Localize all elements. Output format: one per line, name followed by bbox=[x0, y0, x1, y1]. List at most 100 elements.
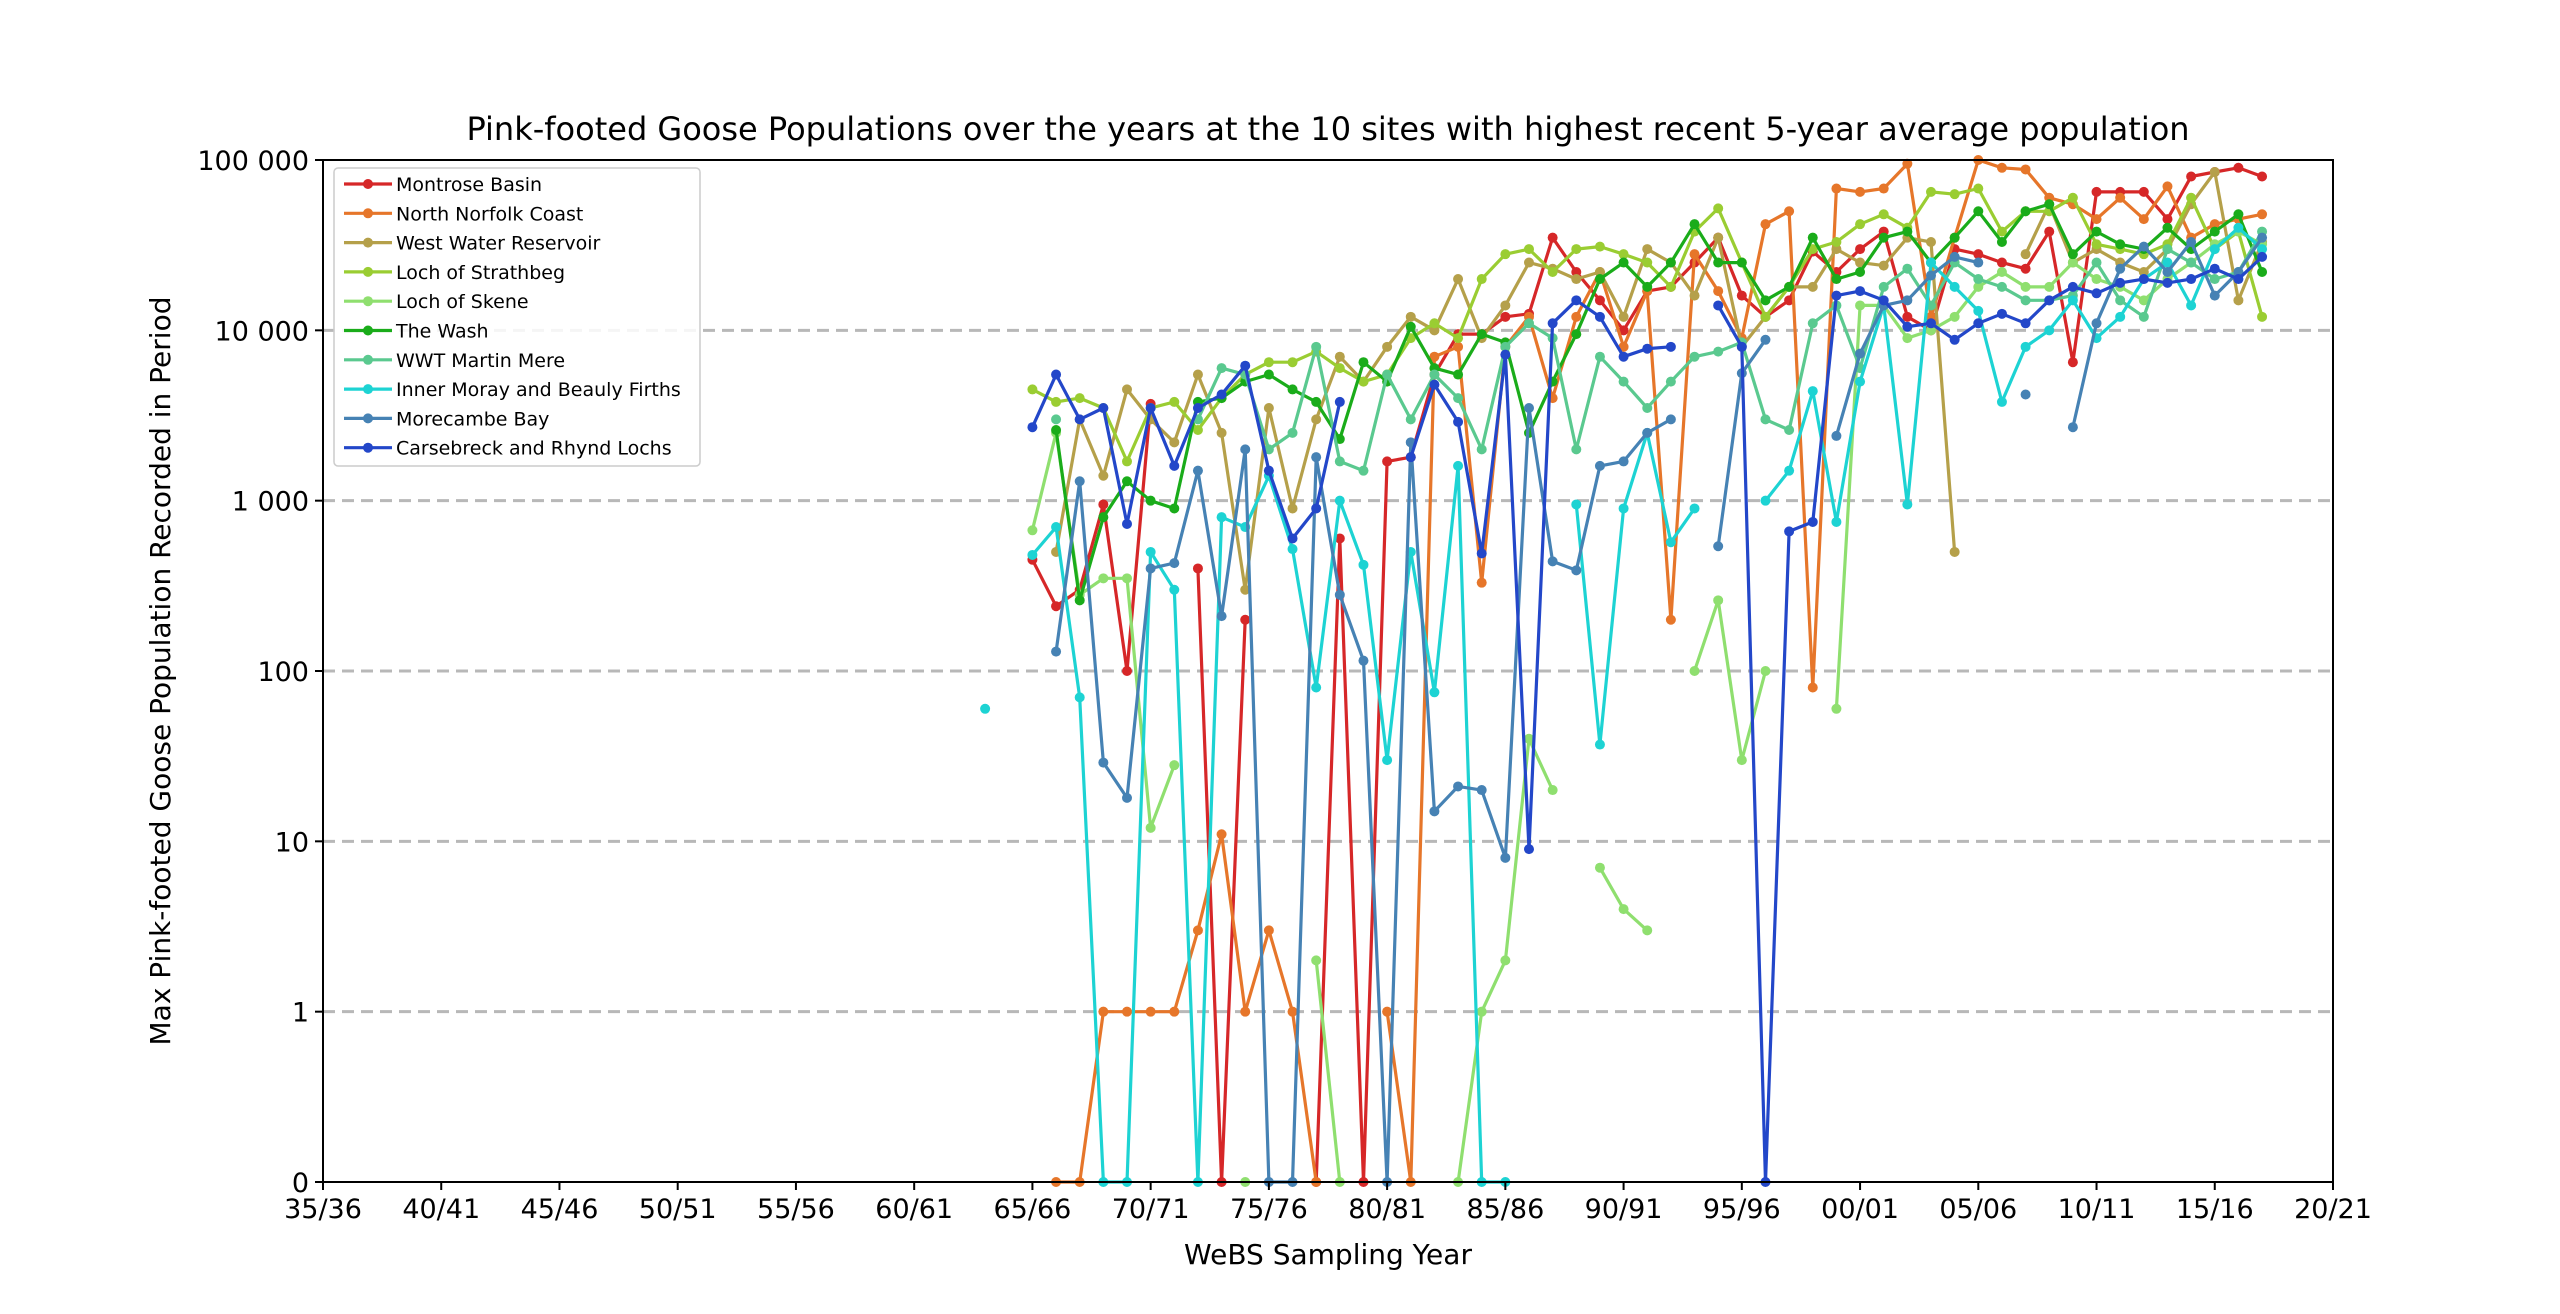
data-point bbox=[1122, 518, 1132, 529]
data-point bbox=[2067, 249, 2078, 260]
data-point bbox=[1547, 267, 1558, 278]
data-point bbox=[1382, 369, 1393, 380]
data-point bbox=[1240, 614, 1251, 625]
legend-label: Loch of Skene bbox=[396, 291, 529, 313]
data-point bbox=[2162, 222, 2173, 233]
data-point bbox=[1382, 341, 1393, 352]
data-point bbox=[1311, 396, 1322, 407]
data-point bbox=[2257, 311, 2268, 322]
data-point bbox=[1618, 904, 1629, 915]
data-point bbox=[1902, 321, 1913, 332]
data-point bbox=[2067, 422, 2078, 433]
data-point bbox=[1547, 318, 1558, 329]
data-point bbox=[1784, 424, 1795, 435]
data-point bbox=[1334, 396, 1345, 407]
data-point bbox=[2020, 318, 2031, 329]
data-point bbox=[1287, 384, 1298, 395]
data-point bbox=[1263, 465, 1274, 476]
data-point bbox=[2091, 274, 2102, 285]
data-point bbox=[1027, 525, 1038, 536]
series-line bbox=[1054, 202, 2264, 602]
y-tick-label: 1 000 bbox=[232, 487, 309, 518]
data-point bbox=[2091, 318, 2102, 329]
data-point bbox=[1192, 925, 1203, 936]
data-point bbox=[2091, 239, 2102, 250]
data-point bbox=[1689, 503, 1700, 514]
data-point bbox=[980, 703, 991, 714]
data-point bbox=[1405, 311, 1416, 322]
data-point bbox=[2138, 295, 2149, 306]
data-point bbox=[2162, 277, 2173, 288]
data-point bbox=[1098, 499, 1109, 510]
legend-marker bbox=[363, 325, 373, 336]
data-point bbox=[1949, 251, 1960, 262]
data-point bbox=[1713, 595, 1724, 606]
data-point bbox=[1169, 760, 1180, 771]
data-point bbox=[1476, 1006, 1487, 1017]
data-point bbox=[1263, 369, 1274, 380]
data-point bbox=[1453, 341, 1464, 352]
data-point bbox=[1571, 274, 1582, 285]
data-point bbox=[2115, 263, 2126, 274]
chart-title: Pink-footed Goose Populations over the y… bbox=[466, 110, 2189, 148]
data-point bbox=[1453, 416, 1464, 427]
data-point bbox=[1807, 516, 1818, 527]
x-tick-label: 55/56 bbox=[757, 1194, 835, 1225]
data-point bbox=[1618, 325, 1629, 336]
data-point bbox=[2020, 341, 2031, 352]
data-point bbox=[1500, 852, 1511, 863]
data-point bbox=[1760, 311, 1771, 322]
data-point bbox=[1713, 286, 1724, 297]
data-point bbox=[2257, 244, 2268, 255]
data-point bbox=[2020, 249, 2031, 260]
data-point bbox=[1334, 495, 1345, 506]
x-axis-label: WeBS Sampling Year bbox=[1184, 1238, 1472, 1271]
data-point bbox=[1547, 232, 1558, 243]
data-point bbox=[1996, 308, 2007, 319]
data-point bbox=[1287, 427, 1298, 438]
data-point bbox=[1334, 456, 1345, 467]
data-point bbox=[1996, 281, 2007, 292]
data-point bbox=[1358, 465, 1369, 476]
data-point bbox=[1547, 556, 1558, 567]
data-point bbox=[1358, 655, 1369, 666]
data-point bbox=[1500, 349, 1511, 360]
data-point bbox=[2186, 257, 2197, 268]
data-point bbox=[2044, 226, 2055, 237]
data-point bbox=[1571, 295, 1582, 306]
data-point bbox=[1713, 232, 1724, 243]
data-point bbox=[2020, 164, 2031, 175]
data-point bbox=[1571, 267, 1582, 278]
data-point bbox=[2067, 281, 2078, 292]
data-point bbox=[1713, 300, 1724, 311]
series-line bbox=[1574, 431, 1696, 747]
x-tick-label: 00/01 bbox=[1821, 1194, 1899, 1225]
data-point bbox=[1169, 584, 1180, 595]
data-point bbox=[1949, 546, 1960, 557]
data-point bbox=[2091, 226, 2102, 237]
data-point bbox=[2233, 274, 2244, 285]
data-point bbox=[1240, 360, 1251, 371]
data-point bbox=[2186, 192, 2197, 203]
data-point bbox=[2162, 244, 2173, 255]
data-point bbox=[1902, 226, 1913, 237]
data-point bbox=[1571, 311, 1582, 322]
legend-marker bbox=[363, 442, 373, 453]
data-point bbox=[1571, 565, 1582, 576]
data-point bbox=[1192, 465, 1203, 476]
data-point bbox=[1169, 396, 1180, 407]
data-point bbox=[2233, 295, 2244, 306]
data-point bbox=[1831, 703, 1842, 714]
data-point bbox=[1334, 533, 1345, 544]
legend-marker bbox=[363, 208, 373, 219]
data-point bbox=[1334, 363, 1345, 374]
data-point bbox=[1594, 295, 1605, 306]
data-point bbox=[1689, 351, 1700, 362]
series-line bbox=[1764, 226, 2264, 524]
data-point bbox=[1807, 318, 1818, 329]
data-point bbox=[1973, 183, 1984, 194]
data-point bbox=[1949, 189, 1960, 200]
data-point bbox=[1949, 311, 1960, 322]
data-point bbox=[1736, 755, 1747, 766]
